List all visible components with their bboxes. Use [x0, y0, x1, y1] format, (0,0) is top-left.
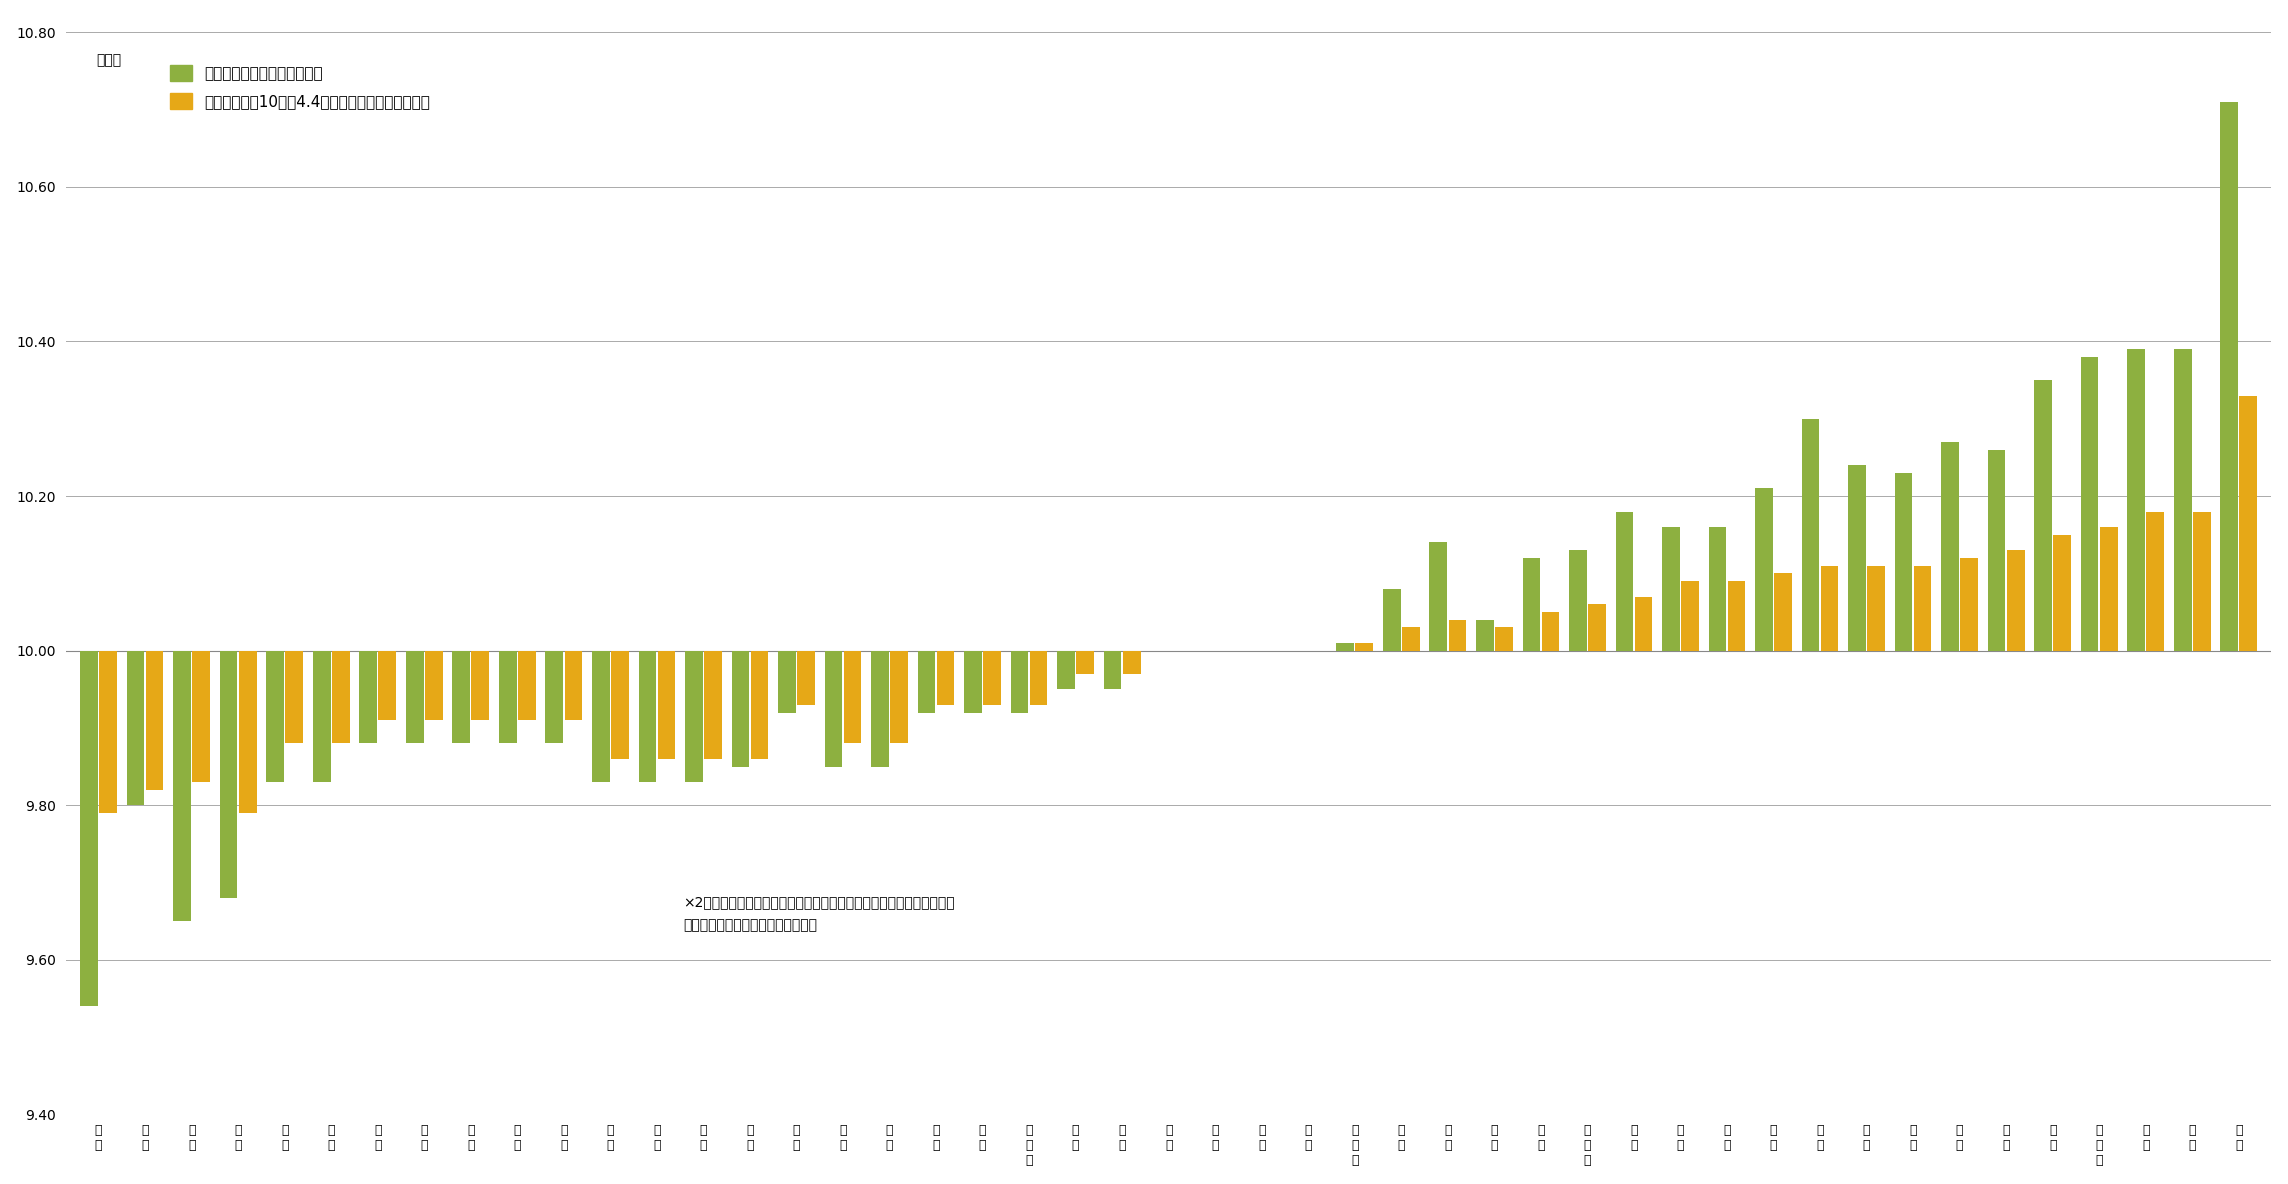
- Bar: [517, 651, 535, 720]
- Bar: [936, 651, 954, 704]
- Bar: [2007, 551, 2025, 651]
- Bar: [545, 651, 563, 744]
- Bar: [192, 651, 210, 783]
- Bar: [126, 651, 144, 805]
- Bar: [1588, 604, 1606, 651]
- Bar: [1849, 465, 1865, 651]
- Bar: [750, 651, 769, 759]
- Bar: [1448, 619, 1467, 651]
- Bar: [1336, 643, 1354, 651]
- Bar: [2100, 527, 2119, 651]
- Bar: [1634, 597, 1652, 651]
- Bar: [593, 651, 609, 783]
- Bar: [1354, 643, 1373, 651]
- Bar: [778, 651, 796, 713]
- Bar: [1988, 450, 2007, 651]
- Text: （％）: （％）: [96, 53, 121, 67]
- Bar: [872, 651, 888, 767]
- Bar: [98, 651, 117, 813]
- Bar: [80, 651, 98, 1006]
- Bar: [1403, 628, 1419, 651]
- Bar: [265, 651, 284, 783]
- Bar: [1382, 588, 1400, 651]
- Bar: [1961, 558, 1979, 651]
- Bar: [844, 651, 860, 744]
- Bar: [1773, 573, 1792, 651]
- Bar: [238, 651, 256, 813]
- Bar: [1940, 442, 1959, 651]
- Bar: [611, 651, 629, 759]
- Bar: [1030, 651, 1048, 704]
- Bar: [1709, 527, 1725, 651]
- Bar: [1755, 488, 1773, 651]
- Bar: [2174, 349, 2192, 651]
- Bar: [1522, 558, 1540, 651]
- Bar: [2052, 535, 2071, 651]
- Bar: [2146, 511, 2164, 651]
- Bar: [2219, 102, 2238, 651]
- Bar: [1430, 542, 1446, 651]
- Bar: [471, 651, 490, 720]
- Bar: [2192, 511, 2210, 651]
- Bar: [1075, 651, 1094, 674]
- Bar: [1103, 651, 1121, 689]
- Bar: [426, 651, 442, 720]
- Bar: [453, 651, 469, 744]
- Bar: [1615, 511, 1634, 651]
- Bar: [890, 651, 908, 744]
- Bar: [1476, 619, 1494, 651]
- Bar: [286, 651, 302, 744]
- Bar: [1123, 651, 1139, 674]
- Bar: [732, 651, 748, 767]
- Bar: [1494, 628, 1512, 651]
- Bar: [220, 651, 238, 899]
- Bar: [313, 651, 329, 783]
- Bar: [2080, 356, 2098, 651]
- Bar: [378, 651, 396, 720]
- Bar: [638, 651, 657, 783]
- Bar: [565, 651, 581, 720]
- Bar: [1661, 527, 1679, 651]
- Bar: [1727, 581, 1746, 651]
- Bar: [1057, 651, 1075, 689]
- Bar: [499, 651, 517, 744]
- Bar: [1570, 551, 1586, 651]
- Bar: [1682, 581, 1698, 651]
- Bar: [684, 651, 702, 783]
- Bar: [1867, 566, 1885, 651]
- Bar: [332, 651, 350, 744]
- Bar: [1801, 419, 1819, 651]
- Bar: [174, 651, 190, 921]
- Legend: 負担調整前の全国平均との差, 負担調整後（10分の4.4に調整）の全国平均との差: 負担調整前の全国平均との差, 負担調整後（10分の4.4に調整）の全国平均との差: [162, 57, 439, 117]
- Bar: [824, 651, 842, 767]
- Bar: [405, 651, 423, 744]
- Bar: [1011, 651, 1027, 713]
- Bar: [1821, 566, 1840, 651]
- Bar: [1913, 566, 1931, 651]
- Bar: [963, 651, 982, 713]
- Bar: [705, 651, 721, 759]
- Bar: [796, 651, 815, 704]
- Bar: [2240, 395, 2258, 651]
- Bar: [359, 651, 378, 744]
- Bar: [146, 651, 162, 790]
- Bar: [657, 651, 675, 759]
- Bar: [984, 651, 1000, 704]
- Bar: [1542, 612, 1558, 651]
- Bar: [2034, 380, 2052, 651]
- Bar: [2128, 349, 2146, 651]
- Bar: [917, 651, 936, 713]
- Bar: [1894, 472, 1913, 651]
- Text: ×2年前の支部別収支の精算を行っているため、調整前と調整後の幅は
　都道府県によって差があります。: ×2年前の支部別収支の精算を行っているため、調整前と調整後の幅は 都道府県によっ…: [684, 895, 954, 932]
